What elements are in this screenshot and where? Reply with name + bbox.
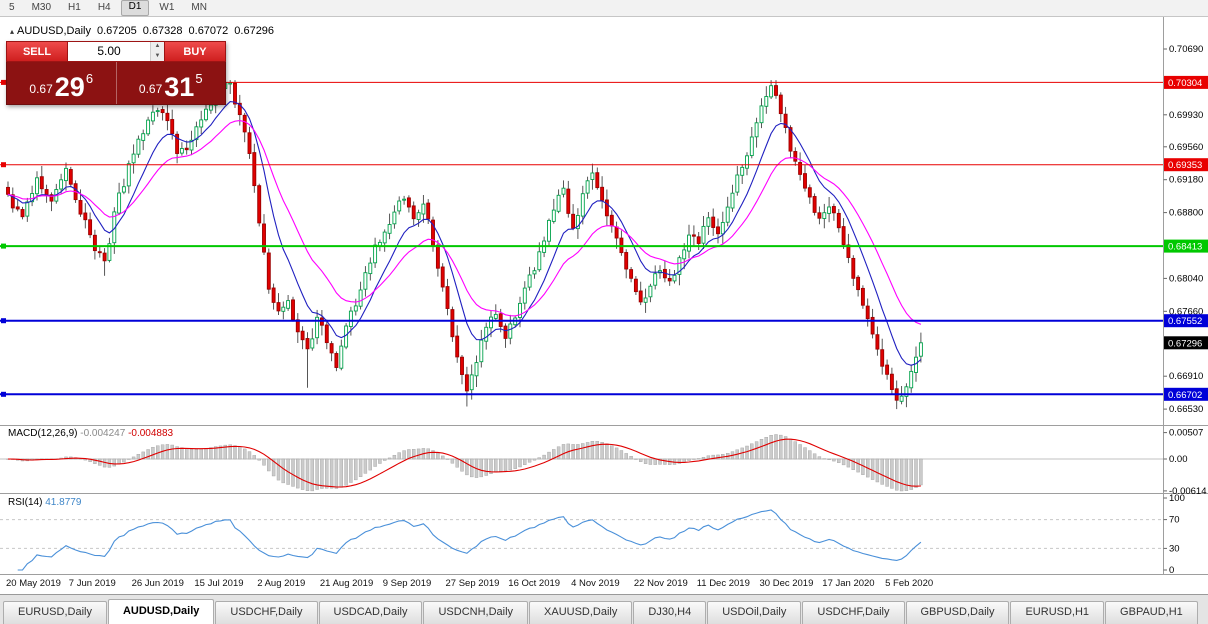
svg-text:0.69560: 0.69560	[1169, 142, 1203, 153]
svg-text:27 Sep 2019: 27 Sep 2019	[446, 578, 500, 589]
svg-text:30 Dec 2019: 30 Dec 2019	[760, 578, 814, 589]
chart-window: MACD(12,26,9) -0.004247 -0.004883 RSI(14)…	[0, 17, 1208, 594]
ma-fast-line	[7, 101, 922, 366]
svg-text:0.00507: 0.00507	[1169, 428, 1203, 439]
timeframe-button-mn[interactable]: MN	[191, 2, 207, 13]
svg-text:0.70690: 0.70690	[1169, 44, 1203, 55]
svg-text:30: 30	[1169, 543, 1180, 554]
chart-tab-usdchf-daily[interactable]: USDCHF,Daily	[215, 601, 318, 624]
lot-decrease-button[interactable]: ▼	[151, 51, 164, 61]
buy-price-small: 0.67	[138, 82, 163, 96]
svg-text:17 Jan 2020: 17 Jan 2020	[822, 578, 874, 589]
chart-tab-eurusd-daily[interactable]: EURUSD,Daily	[3, 601, 107, 624]
svg-text:20 May 2019: 20 May 2019	[6, 578, 61, 589]
chart-tab-xauusd-daily[interactable]: XAUUSD,Daily	[529, 601, 633, 624]
svg-text:11 Dec 2019: 11 Dec 2019	[697, 578, 750, 589]
svg-text:16 Oct 2019: 16 Oct 2019	[508, 578, 560, 589]
svg-text:26 Jun 2019: 26 Jun 2019	[132, 578, 184, 589]
svg-text:0.69353: 0.69353	[1168, 160, 1202, 171]
chart-tab-usdchf-daily[interactable]: USDCHF,Daily	[802, 601, 905, 624]
svg-text:100: 100	[1169, 493, 1185, 504]
price-axis[interactable]: 0.70690 0.69930 0.69560 0.69180 0.68800 0.680…	[1163, 44, 1208, 576]
ohlc-close: 0.67296	[234, 25, 275, 37]
svg-text:0.67660: 0.67660	[1169, 306, 1203, 317]
svg-text:0.67296: 0.67296	[1168, 338, 1202, 349]
lot-size-value[interactable]: 5.00	[97, 44, 121, 58]
chart-canvas[interactable]: MACD(12,26,9) -0.004247 -0.004883 RSI(14)…	[0, 17, 1208, 594]
svg-text:0.70304: 0.70304	[1168, 78, 1202, 89]
svg-text:RSI(14) 41.8779: RSI(14) 41.8779	[8, 497, 82, 508]
sell-button[interactable]: SELL	[6, 41, 68, 62]
svg-text:5 Feb 2020: 5 Feb 2020	[885, 578, 933, 589]
buy-price-big: 31	[164, 72, 195, 103]
svg-text:0.68413: 0.68413	[1168, 242, 1202, 253]
sell-price-sup: 6	[85, 71, 94, 86]
chart-tab-usdcad-daily[interactable]: USDCAD,Daily	[318, 601, 423, 624]
chart-tab-usdoil-daily[interactable]: USDOil,Daily	[707, 601, 802, 624]
timeframe-button-h1[interactable]: H1	[68, 2, 81, 13]
svg-text:0.68800: 0.68800	[1169, 208, 1203, 219]
rsi-panel: RSI(14) 41.8779	[0, 497, 1163, 571]
timeframe-button-m30[interactable]: M30	[31, 2, 52, 13]
current-price-badge: 0.67296	[1164, 336, 1208, 350]
chart-symbol: AUDUSD,Daily	[17, 25, 91, 37]
chart-tab-dj30-h4[interactable]: DJ30,H4	[633, 601, 707, 624]
chart-tabs-bar: EURUSD,Daily AUDUSD,Daily USDCHF,Daily USDC…	[0, 594, 1208, 624]
svg-text:0.66702: 0.66702	[1168, 390, 1202, 401]
svg-text:0: 0	[1169, 565, 1174, 576]
chart-title: ▴ AUDUSD,Daily 0.67205 0.67328 0.67072 0.6729…	[10, 25, 280, 37]
ohlc-high: 0.67328	[142, 25, 183, 37]
svg-text:0.66910: 0.66910	[1169, 371, 1203, 382]
svg-text:15 Jul 2019: 15 Jul 2019	[194, 578, 243, 589]
svg-text:22 Nov 2019: 22 Nov 2019	[634, 578, 688, 589]
sell-price[interactable]: 0.67 29 6	[7, 62, 117, 104]
timeframe-button-h4[interactable]: H4	[97, 2, 111, 13]
svg-text:-0.00614: -0.00614	[1169, 486, 1207, 497]
buy-price-sup: 5	[195, 71, 203, 86]
ohlc-low: 0.67072	[188, 25, 229, 37]
svg-text:21 Aug 2019: 21 Aug 2019	[320, 578, 373, 589]
svg-text:0.69930: 0.69930	[1169, 110, 1203, 121]
sell-price-small: 0.67	[29, 82, 53, 96]
chart-tab-eurusd-h1[interactable]: EURUSD,H1	[1010, 601, 1105, 624]
sell-price-big: 29	[54, 72, 85, 103]
horizontal-level-lines[interactable]	[0, 79, 1163, 397]
one-click-trading-widget: SELL 5.00 ▲ ▼ BUY 0.67 29 6 0.67 31 5	[6, 41, 226, 105]
chart-tab-audusd-daily[interactable]: AUDUSD,Daily	[107, 599, 215, 624]
buy-button[interactable]: BUY	[164, 41, 226, 62]
timeframe-button-w1[interactable]: W1	[159, 2, 175, 13]
buy-price[interactable]: 0.67 31 5	[117, 62, 226, 104]
chart-tab-gbpusd-daily[interactable]: GBPUSD,Daily	[905, 601, 1010, 624]
time-axis[interactable]: 20 May 2019 7 Jun 2019 26 Jun 2019 15 Jul 2…	[6, 578, 933, 589]
svg-text:0.00: 0.00	[1169, 454, 1188, 465]
macd-panel: MACD(12,26,9) -0.004247 -0.004883	[0, 428, 1163, 492]
timeframe-toolbar: 5 M30 H1 H4 D1 W1 MN	[0, 0, 1208, 17]
svg-text:0.66530: 0.66530	[1169, 404, 1203, 415]
svg-text:0.69180: 0.69180	[1169, 175, 1203, 186]
svg-text:70: 70	[1169, 515, 1180, 526]
ohlc-open: 0.67205	[96, 25, 137, 37]
lot-size-field[interactable]: 5.00 ▲ ▼	[68, 41, 164, 62]
chart-tab-gbpaud-h1[interactable]: GBPAUD,H1	[1105, 601, 1198, 624]
svg-text:0.67552: 0.67552	[1168, 316, 1202, 327]
svg-text:2 Aug 2019: 2 Aug 2019	[257, 578, 305, 589]
svg-text:0.68040: 0.68040	[1169, 273, 1203, 284]
svg-text:9 Sep 2019: 9 Sep 2019	[383, 578, 432, 589]
lot-increase-button[interactable]: ▲	[151, 42, 164, 52]
svg-text:MACD(12,26,9) -0.004247 -0.004: MACD(12,26,9) -0.004247 -0.004883	[8, 428, 174, 439]
lot-spinner: ▲ ▼	[150, 42, 164, 61]
collapse-icon[interactable]: ▴	[10, 27, 15, 36]
timeframe-button-5[interactable]: 5	[9, 2, 15, 13]
timeframe-button-d1[interactable]: D1	[120, 0, 150, 16]
svg-text:4 Nov 2019: 4 Nov 2019	[571, 578, 620, 589]
ma-slow-line	[7, 120, 922, 325]
chart-tab-usdcnh-daily[interactable]: USDCNH,Daily	[423, 601, 529, 624]
svg-text:7 Jun 2019: 7 Jun 2019	[69, 578, 116, 589]
